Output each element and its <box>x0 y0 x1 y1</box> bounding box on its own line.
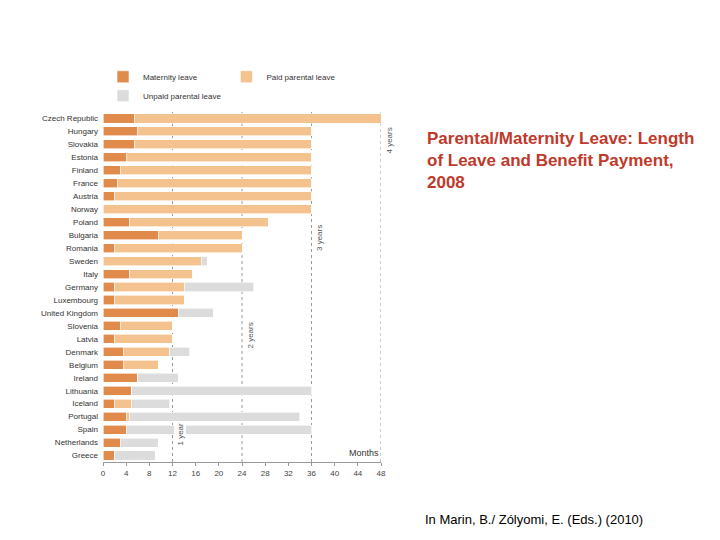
svg-text:4 years: 4 years <box>385 127 394 153</box>
svg-text:Portugal: Portugal <box>68 412 98 421</box>
svg-text:40: 40 <box>330 469 339 478</box>
svg-text:Unpaid parental leave: Unpaid parental leave <box>143 92 221 101</box>
svg-text:Belgium: Belgium <box>69 361 98 370</box>
svg-text:United Kingdom: United Kingdom <box>41 309 98 318</box>
svg-text:Paid parental leave: Paid parental leave <box>266 73 335 82</box>
svg-text:Italy: Italy <box>83 270 98 279</box>
svg-text:Sweden: Sweden <box>69 257 98 266</box>
html-text:Parental/Maternity Leave: Leng: Parental/Maternity Leave: Length of Leav… <box>427 129 695 192</box>
svg-text:Poland: Poland <box>73 218 98 227</box>
svg-text:Lithuania: Lithuania <box>66 387 99 396</box>
svg-text:48: 48 <box>377 469 386 478</box>
svg-text:Months: Months <box>349 448 379 458</box>
svg-text:Estonia: Estonia <box>71 153 98 162</box>
svg-text:Ireland: Ireland <box>74 374 98 383</box>
svg-text:32: 32 <box>284 469 293 478</box>
svg-text:Bulgaria: Bulgaria <box>69 231 99 240</box>
svg-text:1 year: 1 year <box>176 423 185 446</box>
svg-text:44: 44 <box>353 469 362 478</box>
svg-text:24: 24 <box>238 469 247 478</box>
svg-text:Norway: Norway <box>71 205 98 214</box>
svg-text:4: 4 <box>124 469 129 478</box>
svg-text:28: 28 <box>261 469 270 478</box>
svg-text:Czech Republic: Czech Republic <box>42 114 98 123</box>
svg-text:12: 12 <box>168 469 177 478</box>
svg-text:Greece: Greece <box>72 451 99 460</box>
html-text:In Marin, B./ Zólyomi, E. (Eds: In Marin, B./ Zólyomi, E. (Eds.) (2010) <box>425 512 644 527</box>
svg-text:Germany: Germany <box>65 283 98 292</box>
svg-text:France: France <box>73 179 98 188</box>
svg-text:3 years: 3 years <box>315 225 324 251</box>
svg-text:Hungary: Hungary <box>68 127 98 136</box>
svg-text:20: 20 <box>214 469 223 478</box>
svg-text:Austria: Austria <box>73 192 98 201</box>
svg-text:Luxembourg: Luxembourg <box>54 296 98 305</box>
svg-text:Maternity leave: Maternity leave <box>143 73 198 82</box>
svg-text:Romania: Romania <box>66 244 99 253</box>
svg-text:Spain: Spain <box>78 425 98 434</box>
svg-text:36: 36 <box>307 469 316 478</box>
svg-text:0: 0 <box>101 469 106 478</box>
svg-text:8: 8 <box>147 469 152 478</box>
svg-text:2 years: 2 years <box>246 322 255 348</box>
svg-text:Denmark: Denmark <box>66 348 99 357</box>
svg-text:Slovakia: Slovakia <box>68 140 99 149</box>
svg-text:Finland: Finland <box>72 166 98 175</box>
svg-text:Latvia: Latvia <box>77 335 99 344</box>
svg-text:Netherlands: Netherlands <box>55 438 98 447</box>
svg-text:Iceland: Iceland <box>72 399 98 408</box>
svg-text:Slovenia: Slovenia <box>67 322 98 331</box>
svg-text:16: 16 <box>191 469 200 478</box>
